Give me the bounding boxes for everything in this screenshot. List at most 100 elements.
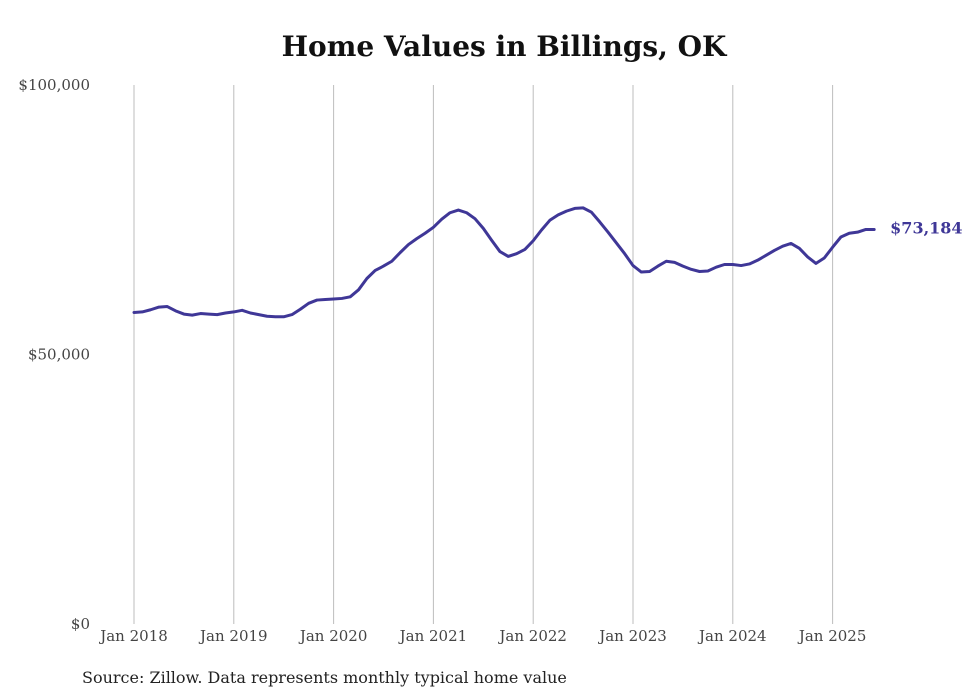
data-point <box>707 270 709 272</box>
data-point <box>249 312 252 314</box>
data-point <box>457 209 459 211</box>
data-point <box>341 297 343 300</box>
data-point <box>258 314 260 316</box>
gridlines <box>133 85 834 624</box>
data-point <box>540 229 543 231</box>
data-point <box>673 261 676 263</box>
data-point <box>391 260 393 262</box>
series-line-0 <box>132 206 876 319</box>
data-point <box>466 212 468 214</box>
data-point <box>574 207 576 210</box>
data-point <box>424 232 426 234</box>
data-point <box>441 218 443 220</box>
data-point <box>166 305 168 308</box>
data-point <box>199 312 202 315</box>
data-point <box>807 256 809 258</box>
data-point <box>482 227 484 229</box>
data-point <box>840 236 842 238</box>
data-point <box>216 314 218 316</box>
data-point <box>832 246 834 248</box>
data-point <box>382 265 385 267</box>
data-point <box>873 228 875 231</box>
y-tick-label: $100,000 <box>18 76 90 94</box>
data-point <box>615 242 617 244</box>
data-point <box>582 207 584 209</box>
data-point <box>815 262 817 265</box>
data-point <box>590 211 593 213</box>
data-point <box>316 299 318 301</box>
data-point <box>224 312 227 314</box>
data-point <box>133 311 135 314</box>
data-point <box>515 253 518 255</box>
data-point <box>665 260 667 262</box>
data-point <box>732 263 734 266</box>
data-point <box>549 219 551 221</box>
data-point <box>241 309 243 311</box>
data-point <box>607 231 609 233</box>
data-point <box>183 313 185 315</box>
data-point <box>491 239 493 241</box>
data-point <box>682 265 684 267</box>
data-point <box>150 309 152 311</box>
data-point <box>640 271 642 273</box>
chart-title: Home Values in Billings, OK <box>281 30 727 63</box>
end-label-layer: $73,184 <box>890 219 962 238</box>
data-point <box>532 240 534 242</box>
data-point <box>174 310 177 312</box>
y-tick-label: $50,000 <box>28 346 90 364</box>
data-point <box>432 226 434 228</box>
data-point <box>416 238 418 240</box>
source-note: Source: Zillow. Data represents monthly … <box>82 668 567 687</box>
data-point <box>823 257 825 259</box>
data-point <box>599 221 601 223</box>
data-point <box>690 268 692 270</box>
data-point <box>158 306 160 308</box>
data-point <box>524 248 526 250</box>
data-point <box>349 296 351 298</box>
data-point <box>283 316 285 318</box>
series-layer <box>132 206 876 319</box>
data-point <box>723 263 726 266</box>
data-point <box>848 232 850 234</box>
data-point <box>757 259 759 261</box>
x-tick-label: Jan 2021 <box>398 627 468 645</box>
data-point <box>632 264 634 267</box>
data-point <box>782 245 784 247</box>
data-point <box>624 253 626 255</box>
data-point <box>449 212 451 214</box>
data-point <box>208 313 210 315</box>
data-point <box>266 315 268 317</box>
data-point <box>865 228 867 231</box>
y-axis-ticks: $0 $50,000 $100,000 <box>18 76 90 633</box>
data-point <box>366 277 368 280</box>
data-point <box>715 266 717 268</box>
data-point <box>357 289 360 291</box>
data-point <box>299 308 301 310</box>
data-point <box>657 265 659 267</box>
data-point <box>856 231 859 233</box>
data-point <box>191 314 193 316</box>
data-point <box>507 255 509 257</box>
end-value-label: $73,184 <box>890 219 962 238</box>
data-point <box>798 247 800 249</box>
x-tick-label: Jan 2020 <box>298 627 368 645</box>
data-point <box>748 263 751 265</box>
data-point <box>407 243 410 246</box>
data-point <box>374 269 376 272</box>
y-tick-label: $0 <box>71 615 90 633</box>
data-point <box>308 302 310 304</box>
data-point <box>499 250 501 253</box>
data-point <box>474 218 476 220</box>
data-point <box>698 270 701 273</box>
data-point <box>141 311 143 313</box>
x-tick-label: Jan 2019 <box>198 627 268 645</box>
data-point <box>740 264 742 267</box>
data-point <box>649 270 651 273</box>
data-point <box>773 249 775 252</box>
x-tick-label: Jan 2022 <box>497 627 567 645</box>
data-point <box>324 298 326 301</box>
x-tick-label: Jan 2025 <box>797 627 867 645</box>
x-tick-label: Jan 2023 <box>597 627 667 645</box>
data-point <box>765 254 767 256</box>
